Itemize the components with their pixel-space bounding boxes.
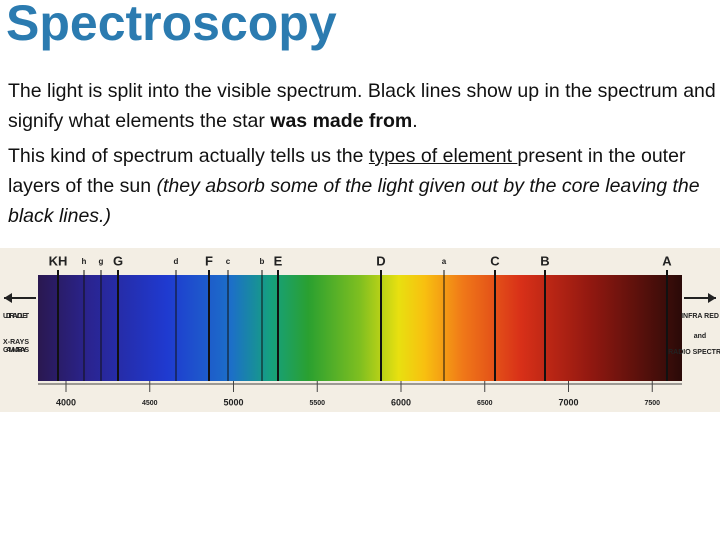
text-run: was made from — [270, 110, 413, 132]
paragraph: This kind of spectrum actually tells us … — [8, 141, 716, 231]
text-run: (they absorb some of the light given out… — [8, 175, 700, 227]
line-label: C — [490, 253, 500, 268]
line-label: D — [376, 253, 385, 268]
wavelength-label: 5500 — [309, 400, 325, 407]
line-label: A — [662, 253, 672, 268]
body-text: The light is split into the visible spec… — [8, 76, 716, 236]
line-label: F — [205, 253, 213, 268]
left-label: ULTRA VIOLET — [3, 313, 30, 320]
right-label: RADIO SPECTRUM — [668, 349, 720, 356]
right-label: and — [694, 333, 706, 340]
wavelength-label: 7000 — [558, 397, 578, 407]
left-label: X-RAYS — [3, 339, 29, 346]
left-arrow-head — [4, 293, 12, 303]
line-label: h — [82, 257, 87, 266]
paragraph: The light is split into the visible spec… — [8, 76, 716, 136]
line-label: KH — [49, 253, 68, 268]
right-arrow-head — [708, 293, 716, 303]
wavelength-label: 6500 — [477, 400, 493, 407]
line-label: b — [260, 257, 265, 266]
line-label: B — [540, 253, 549, 268]
text-run: The light is split into the visible spec… — [8, 80, 716, 132]
right-label: INFRA RED — [681, 313, 719, 320]
text-run: . — [412, 110, 418, 132]
wavelength-label: 7500 — [644, 400, 660, 407]
line-label: G — [113, 253, 123, 268]
text-run: This kind of spectrum actually tells us … — [8, 145, 369, 167]
text-run: present in the outer layers of the sun — [8, 145, 686, 197]
wavelength-label: 6000 — [391, 397, 411, 407]
wavelength-label: 5000 — [223, 397, 243, 407]
spectrum-band — [38, 275, 682, 381]
line-label: c — [226, 257, 231, 266]
slide-title: Spectroscopy — [6, 0, 337, 51]
text-run: types of element — [368, 145, 518, 167]
line-label: d — [174, 257, 179, 266]
line-label: a — [442, 257, 447, 266]
wavelength-label: 4000 — [56, 397, 76, 407]
wavelength-label: 4500 — [142, 400, 158, 407]
left-label: GAMMA RAYS — [3, 347, 29, 354]
line-label: E — [274, 253, 283, 268]
line-label: g — [99, 257, 104, 266]
